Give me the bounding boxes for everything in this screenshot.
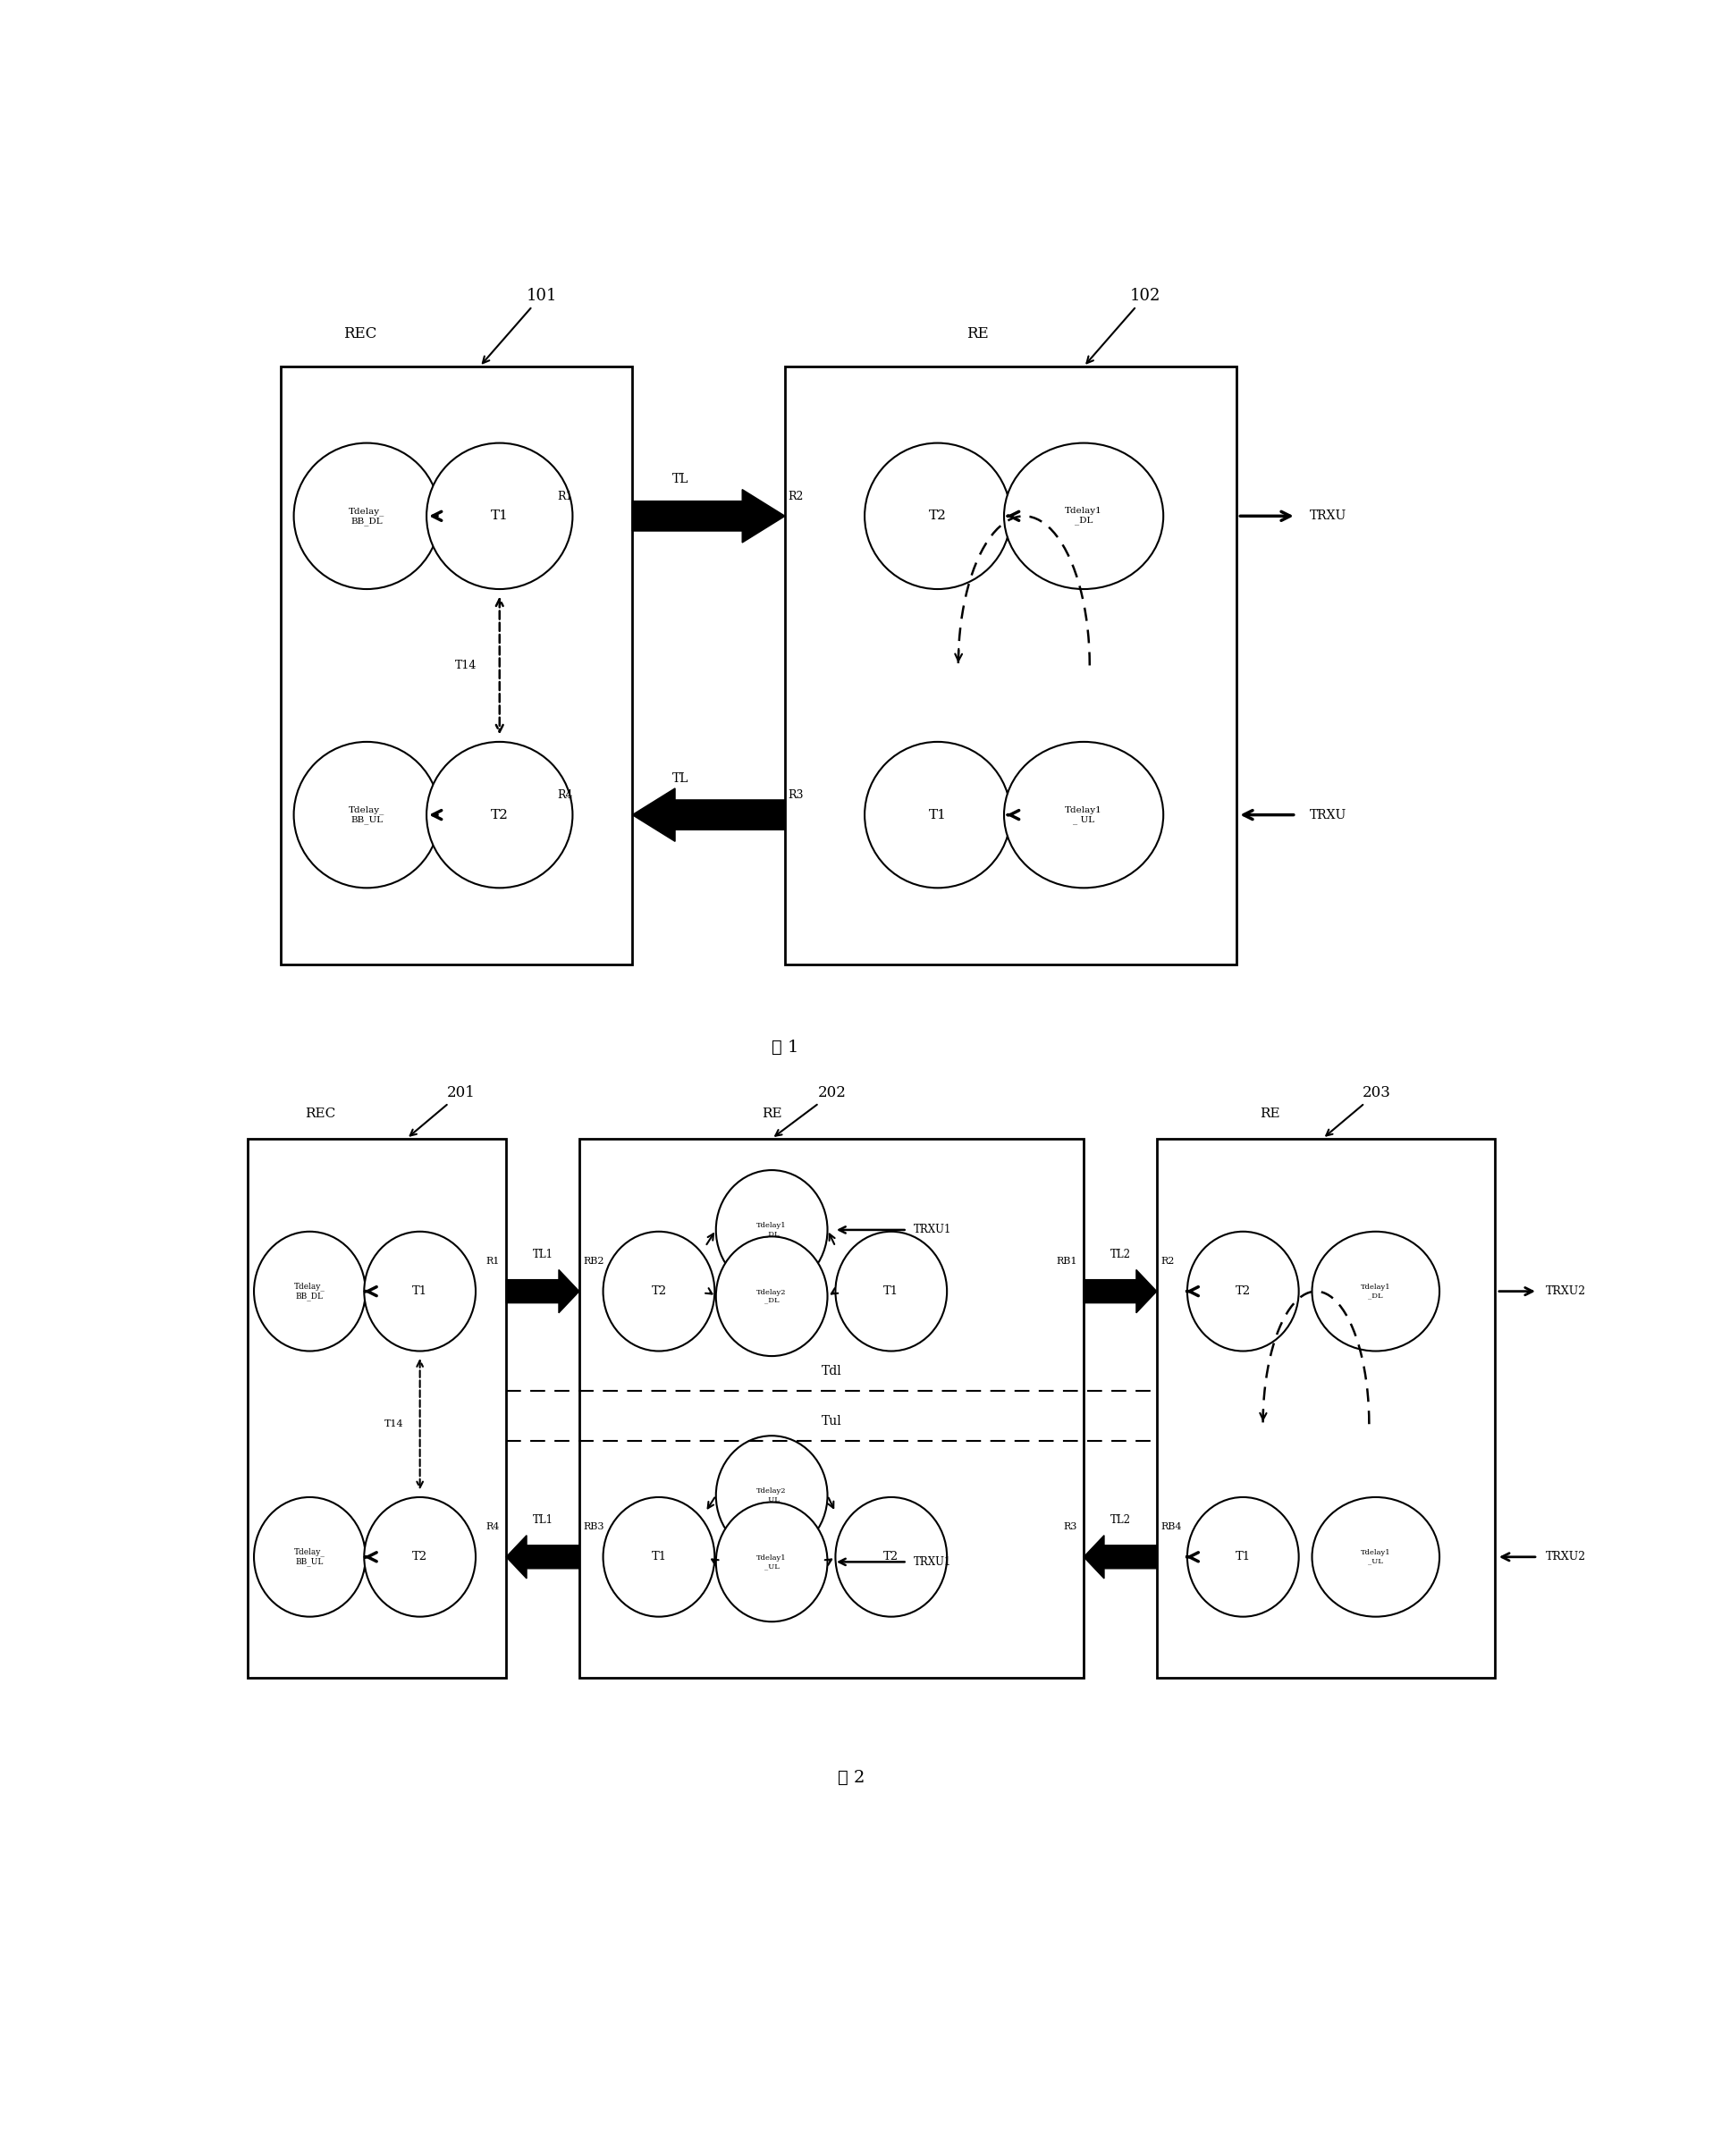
Ellipse shape bbox=[865, 442, 1011, 589]
Polygon shape bbox=[1084, 1535, 1156, 1578]
Text: Tul: Tul bbox=[821, 1414, 841, 1427]
Ellipse shape bbox=[836, 1496, 947, 1617]
Text: R1: R1 bbox=[557, 489, 572, 502]
Text: RE: RE bbox=[966, 326, 988, 341]
Text: R4: R4 bbox=[486, 1522, 500, 1531]
Text: TRXU: TRXU bbox=[1309, 509, 1346, 522]
Ellipse shape bbox=[716, 1238, 827, 1356]
Ellipse shape bbox=[603, 1496, 714, 1617]
Text: T1: T1 bbox=[884, 1285, 899, 1298]
Bar bbox=[1156, 1138, 1495, 1677]
Text: T2: T2 bbox=[1235, 1285, 1250, 1298]
Text: R4: R4 bbox=[557, 789, 572, 800]
Text: Tdelay1
_DL: Tdelay1 _DL bbox=[757, 1222, 786, 1238]
Text: 202: 202 bbox=[776, 1084, 846, 1136]
Text: Tdelay_
BB_UL: Tdelay_ BB_UL bbox=[295, 1548, 325, 1565]
Bar bbox=[785, 367, 1237, 964]
Text: TRXU2: TRXU2 bbox=[1545, 1285, 1586, 1298]
Text: 图 2: 图 2 bbox=[838, 1770, 865, 1785]
Text: RB2: RB2 bbox=[582, 1257, 605, 1266]
Text: Tdelay_
BB_UL: Tdelay_ BB_UL bbox=[349, 806, 385, 824]
Polygon shape bbox=[632, 489, 785, 543]
Text: T1: T1 bbox=[928, 808, 947, 821]
Ellipse shape bbox=[427, 742, 572, 888]
Text: 102: 102 bbox=[1086, 287, 1161, 362]
Text: T14: T14 bbox=[456, 660, 476, 671]
Text: T1: T1 bbox=[413, 1285, 428, 1298]
Text: TRXU1: TRXU1 bbox=[913, 1557, 952, 1567]
Text: R1: R1 bbox=[486, 1257, 500, 1266]
Text: TL2: TL2 bbox=[1110, 1248, 1131, 1261]
Ellipse shape bbox=[427, 442, 572, 589]
Text: 203: 203 bbox=[1326, 1084, 1391, 1136]
Text: T2: T2 bbox=[490, 808, 509, 821]
Text: Tdelay1
_UL: Tdelay1 _UL bbox=[1360, 1550, 1391, 1565]
Text: TL1: TL1 bbox=[533, 1248, 553, 1261]
Ellipse shape bbox=[836, 1231, 947, 1352]
Ellipse shape bbox=[1004, 742, 1163, 888]
Ellipse shape bbox=[1312, 1231, 1439, 1352]
Text: T1: T1 bbox=[651, 1550, 666, 1563]
Text: T1: T1 bbox=[490, 509, 509, 522]
Bar bbox=[247, 1138, 507, 1677]
Ellipse shape bbox=[295, 742, 440, 888]
Text: TRXU1: TRXU1 bbox=[913, 1225, 952, 1235]
Ellipse shape bbox=[716, 1436, 827, 1554]
Ellipse shape bbox=[254, 1231, 365, 1352]
Text: Tdelay1
_ UL: Tdelay1 _ UL bbox=[1065, 806, 1103, 824]
Text: Tdelay_
BB_DL: Tdelay_ BB_DL bbox=[295, 1283, 325, 1300]
Text: R3: R3 bbox=[788, 789, 803, 800]
Text: T2: T2 bbox=[413, 1550, 428, 1563]
Text: 图 1: 图 1 bbox=[771, 1039, 798, 1054]
Text: TL: TL bbox=[671, 474, 689, 485]
Text: TL2: TL2 bbox=[1110, 1516, 1131, 1526]
Text: Tdelay1
_UL: Tdelay1 _UL bbox=[757, 1554, 786, 1570]
Text: T14: T14 bbox=[385, 1419, 404, 1429]
Text: 201: 201 bbox=[409, 1084, 475, 1136]
Text: R2: R2 bbox=[788, 489, 803, 502]
Text: RE: RE bbox=[1259, 1108, 1280, 1119]
Ellipse shape bbox=[1004, 442, 1163, 589]
Polygon shape bbox=[632, 789, 785, 841]
Text: Tdl: Tdl bbox=[821, 1365, 841, 1378]
Text: TRXU: TRXU bbox=[1309, 808, 1346, 821]
Text: TL1: TL1 bbox=[533, 1516, 553, 1526]
Ellipse shape bbox=[1312, 1496, 1439, 1617]
Ellipse shape bbox=[1187, 1496, 1298, 1617]
Ellipse shape bbox=[1187, 1231, 1298, 1352]
Text: RB3: RB3 bbox=[582, 1522, 605, 1531]
Text: REC: REC bbox=[305, 1108, 336, 1119]
Text: RB4: RB4 bbox=[1161, 1522, 1182, 1531]
Polygon shape bbox=[507, 1535, 579, 1578]
Text: T2: T2 bbox=[651, 1285, 666, 1298]
Text: Tdelay_
BB_DL: Tdelay_ BB_DL bbox=[349, 507, 385, 526]
Ellipse shape bbox=[295, 442, 440, 589]
Polygon shape bbox=[507, 1270, 579, 1313]
Ellipse shape bbox=[716, 1503, 827, 1621]
Text: R2: R2 bbox=[1161, 1257, 1175, 1266]
Text: R3: R3 bbox=[1064, 1522, 1077, 1531]
Text: Tdelay2
_DL: Tdelay2 _DL bbox=[757, 1289, 786, 1304]
Text: RB1: RB1 bbox=[1055, 1257, 1077, 1266]
Text: TRXU2: TRXU2 bbox=[1545, 1550, 1586, 1563]
Text: T2: T2 bbox=[884, 1550, 899, 1563]
Text: Tdelay2
_UL: Tdelay2 _UL bbox=[757, 1488, 786, 1503]
Text: Tdelay1
_DL: Tdelay1 _DL bbox=[1065, 507, 1103, 526]
Polygon shape bbox=[1084, 1270, 1156, 1313]
Ellipse shape bbox=[716, 1171, 827, 1289]
Text: TL: TL bbox=[671, 772, 689, 785]
Bar bbox=[281, 367, 632, 964]
Ellipse shape bbox=[603, 1231, 714, 1352]
Text: T1: T1 bbox=[1235, 1550, 1250, 1563]
Text: RE: RE bbox=[762, 1108, 781, 1119]
Bar bbox=[579, 1138, 1084, 1677]
Ellipse shape bbox=[365, 1496, 476, 1617]
Ellipse shape bbox=[365, 1231, 476, 1352]
Text: REC: REC bbox=[343, 326, 377, 341]
Text: 101: 101 bbox=[483, 287, 557, 362]
Ellipse shape bbox=[254, 1496, 365, 1617]
Ellipse shape bbox=[865, 742, 1011, 888]
Text: Tdelay1
_DL: Tdelay1 _DL bbox=[1360, 1283, 1391, 1300]
Text: T2: T2 bbox=[928, 509, 947, 522]
